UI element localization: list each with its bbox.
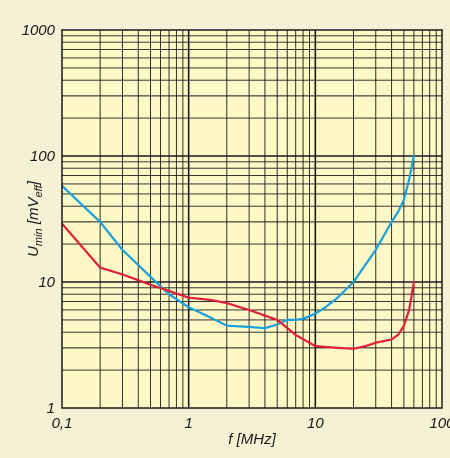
series-1-point — [225, 324, 228, 327]
series-2-point — [149, 283, 152, 286]
y-tick-label: 100 — [30, 148, 56, 165]
x-axis-label: f [MHz] — [228, 431, 276, 448]
series-1-point — [248, 326, 251, 328]
y-axis-label: Umin [mVeff] — [25, 180, 45, 257]
series-line-1 — [61, 155, 415, 330]
y-axis-label-sub: min — [33, 228, 45, 246]
series-2-point — [210, 299, 212, 301]
y-tick-label: 1000 — [22, 22, 56, 39]
series-2-point — [364, 345, 367, 347]
series-2-point — [390, 338, 393, 341]
series-1-point — [286, 319, 289, 321]
series-2-point — [403, 324, 405, 327]
x-tick-label: 1 — [184, 415, 192, 432]
x-tick-label: 0,1 — [52, 415, 73, 432]
series-2-point — [336, 347, 339, 349]
series-1-point — [397, 211, 399, 213]
series-2-point — [248, 309, 251, 311]
series-1-point — [352, 281, 355, 283]
x-tick-label: 100 — [429, 415, 450, 432]
x-tick-label: 10 — [307, 415, 324, 432]
series-1-point — [121, 248, 124, 251]
series-2-point — [99, 266, 101, 269]
y-axis-label-close: ] — [25, 180, 42, 187]
series-2-point — [397, 334, 399, 336]
series-1-point — [413, 155, 415, 157]
series-2-point — [352, 347, 355, 350]
series-1-point — [276, 323, 279, 326]
series-1-point — [374, 248, 377, 251]
series-1-point — [403, 198, 405, 201]
plot-frame — [61, 29, 443, 409]
y-tick-label: 1 — [47, 400, 55, 417]
series-2-point — [408, 309, 410, 311]
series-1-point — [390, 221, 393, 223]
series-1-point — [264, 327, 266, 330]
y-axis-label-unit-sub: eff — [33, 184, 45, 197]
series-1-point — [99, 221, 101, 223]
chart-grid — [62, 30, 442, 408]
series-2-point — [294, 334, 297, 336]
tick-labels: 0,11101001101001000 — [22, 22, 450, 432]
series-1-point — [336, 296, 339, 299]
series-1-point — [187, 306, 190, 309]
series-2-point — [413, 281, 415, 283]
series-1-point — [294, 319, 297, 321]
y-axis-label-unit: [mV — [25, 196, 42, 229]
series-1-point — [149, 275, 152, 278]
series-2-point — [187, 296, 190, 299]
series-1-point — [302, 317, 304, 320]
y-tick-label: 10 — [38, 274, 55, 291]
series-2-point — [314, 345, 317, 347]
y-axis-label-main: U — [25, 246, 42, 257]
series-1-point — [314, 312, 317, 315]
series-1-point — [210, 316, 212, 319]
series-2-point — [168, 290, 170, 292]
series-2-point — [374, 341, 377, 344]
plot-area-background — [62, 30, 442, 408]
series-1-point — [168, 293, 170, 296]
series-layer — [61, 155, 415, 350]
series-2-point — [225, 302, 228, 304]
series-1-point — [408, 178, 410, 181]
series-2-point — [121, 273, 124, 276]
series-2-point — [276, 319, 279, 321]
series-1-point — [324, 306, 327, 309]
